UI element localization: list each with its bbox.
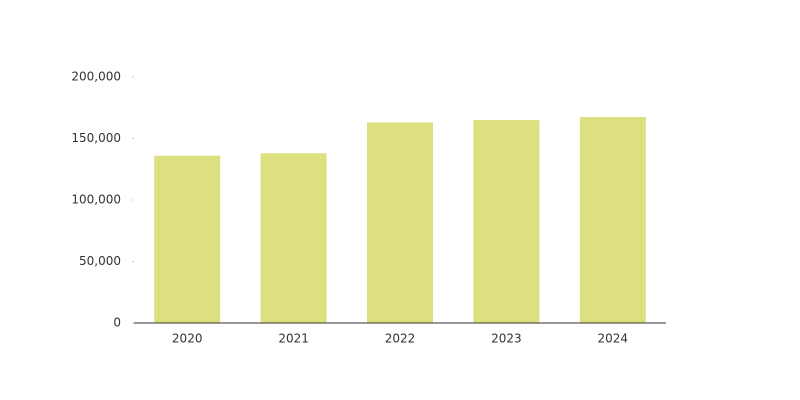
x-tick-label: 2022 xyxy=(385,332,416,346)
x-tick-label: 2020 xyxy=(172,332,203,346)
y-tick-label: 200,000 xyxy=(71,70,121,84)
y-tick-label: 100,000 xyxy=(71,193,121,207)
y-tick-label: 50,000 xyxy=(79,254,121,268)
x-tick-label: 2023 xyxy=(491,332,522,346)
bar xyxy=(473,120,540,323)
bar xyxy=(260,153,327,323)
y-tick-label: 150,000 xyxy=(71,131,121,145)
bar xyxy=(367,122,433,323)
bar xyxy=(154,155,221,323)
x-tick-label: 2021 xyxy=(278,332,309,346)
y-tick-label: 0 xyxy=(113,316,121,330)
x-tick-label: 2024 xyxy=(598,332,629,346)
bar xyxy=(579,116,646,323)
